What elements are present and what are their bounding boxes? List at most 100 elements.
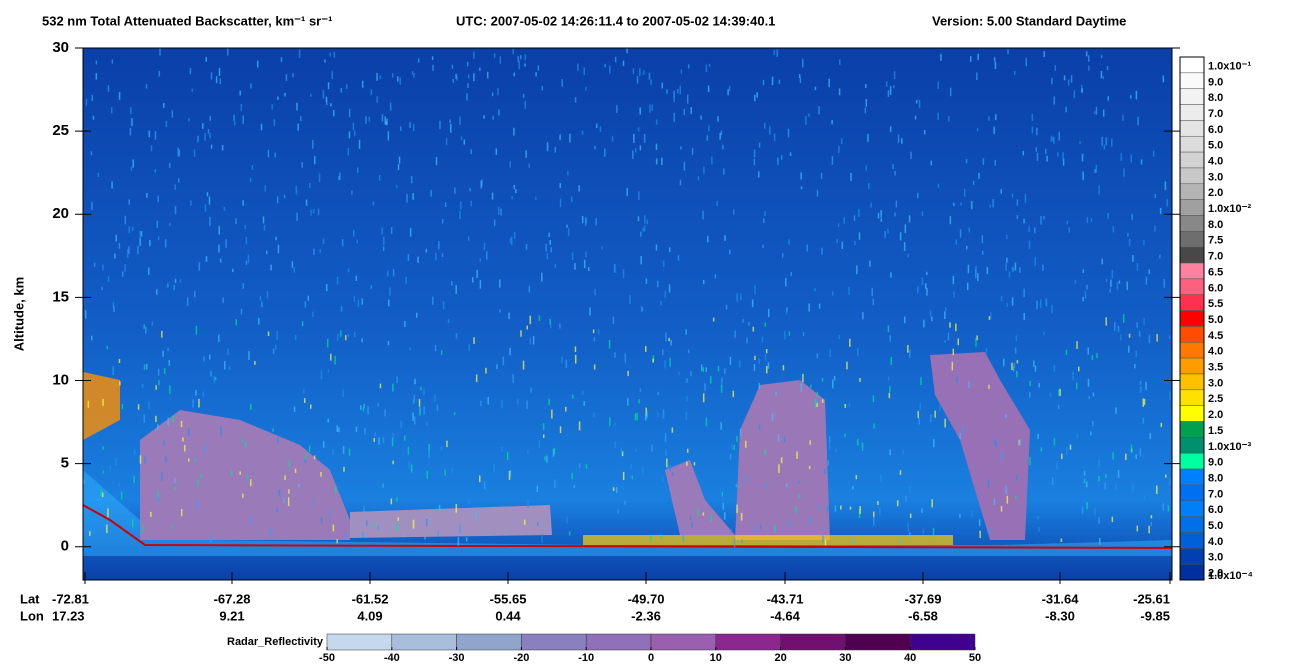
speckle bbox=[133, 449, 136, 455]
speckle bbox=[276, 196, 279, 204]
speckle bbox=[549, 320, 552, 329]
speckle bbox=[752, 326, 755, 332]
speckle bbox=[535, 72, 537, 77]
speckle bbox=[137, 404, 140, 410]
speckle bbox=[680, 146, 682, 150]
speckle bbox=[133, 475, 135, 483]
speckle bbox=[174, 184, 176, 190]
speckle bbox=[975, 269, 977, 279]
speckle bbox=[146, 192, 148, 198]
speckle bbox=[816, 391, 819, 398]
speckle bbox=[378, 437, 380, 445]
speckle bbox=[1022, 150, 1025, 156]
speckle bbox=[363, 403, 366, 408]
speckle bbox=[499, 309, 501, 313]
speckle bbox=[1076, 433, 1079, 438]
speckle bbox=[313, 248, 315, 255]
speckle bbox=[408, 461, 411, 469]
speckle bbox=[247, 254, 250, 264]
speckle bbox=[333, 51, 336, 58]
speckle bbox=[242, 283, 244, 289]
speckle bbox=[399, 126, 402, 131]
speckle bbox=[796, 451, 798, 459]
speckle bbox=[545, 243, 547, 252]
speckle bbox=[459, 210, 461, 220]
speckle bbox=[889, 386, 891, 393]
speckle bbox=[332, 449, 334, 456]
y-tick-label: 15 bbox=[52, 288, 69, 305]
speckle bbox=[1136, 263, 1139, 271]
speckle bbox=[509, 161, 511, 168]
speckle bbox=[632, 68, 635, 75]
speckle bbox=[704, 383, 706, 391]
speckle bbox=[370, 89, 373, 96]
speckle bbox=[148, 401, 150, 410]
speckle bbox=[131, 118, 133, 127]
speckle bbox=[1028, 391, 1031, 398]
speckle bbox=[552, 448, 555, 457]
speckle bbox=[1166, 199, 1169, 207]
speckle bbox=[1088, 65, 1090, 71]
speckle bbox=[451, 467, 454, 473]
speckle bbox=[157, 195, 159, 202]
speckle bbox=[1122, 314, 1125, 323]
speckle bbox=[381, 227, 383, 235]
x-tick-label: -49.70 bbox=[628, 591, 665, 606]
speckle bbox=[1040, 215, 1042, 225]
speckle bbox=[661, 157, 663, 166]
speckle bbox=[797, 480, 800, 484]
speckle bbox=[1007, 49, 1009, 55]
x-tick-label: -31.64 bbox=[1042, 591, 1080, 606]
speckle bbox=[571, 252, 574, 260]
speckle bbox=[334, 485, 337, 494]
cloud bbox=[350, 505, 552, 538]
speckle bbox=[508, 470, 511, 480]
speckle bbox=[359, 405, 362, 410]
speckle bbox=[436, 404, 439, 411]
speckle bbox=[1005, 262, 1007, 271]
speckle bbox=[1006, 257, 1008, 263]
speckle bbox=[195, 325, 198, 335]
speckle bbox=[617, 509, 619, 514]
speckle bbox=[843, 217, 846, 224]
speckle bbox=[468, 74, 470, 79]
speckle bbox=[899, 470, 902, 475]
speckle bbox=[130, 106, 132, 115]
speckle bbox=[802, 331, 805, 337]
speckle bbox=[387, 131, 390, 141]
speckle bbox=[624, 353, 627, 363]
speckle bbox=[218, 244, 220, 253]
speckle bbox=[1087, 378, 1090, 387]
speckle bbox=[1169, 477, 1171, 486]
speckle bbox=[892, 164, 894, 169]
speckle bbox=[1085, 51, 1088, 57]
speckle bbox=[405, 276, 407, 284]
speckle bbox=[800, 172, 802, 180]
speckle bbox=[1101, 136, 1103, 146]
speckle bbox=[188, 428, 190, 436]
speckle bbox=[409, 347, 411, 351]
speckle bbox=[483, 242, 486, 250]
speckle bbox=[139, 455, 142, 464]
speckle bbox=[538, 440, 541, 449]
speckle bbox=[978, 519, 981, 527]
speckle bbox=[90, 151, 93, 156]
speckle bbox=[661, 82, 664, 89]
speckle bbox=[887, 376, 890, 381]
speckle bbox=[365, 116, 367, 124]
speckle bbox=[655, 119, 658, 125]
speckle bbox=[814, 86, 817, 90]
speckle bbox=[754, 94, 756, 102]
speckle bbox=[848, 286, 850, 295]
speckle bbox=[131, 519, 134, 528]
speckle bbox=[988, 116, 990, 121]
speckle bbox=[1127, 232, 1129, 237]
speckle bbox=[440, 350, 443, 355]
speckle bbox=[888, 392, 891, 399]
speckle bbox=[392, 383, 394, 392]
speckle bbox=[1130, 95, 1132, 99]
speckle bbox=[702, 393, 705, 403]
speckle bbox=[143, 414, 146, 423]
speckle bbox=[378, 174, 381, 181]
speckle bbox=[1011, 267, 1014, 272]
